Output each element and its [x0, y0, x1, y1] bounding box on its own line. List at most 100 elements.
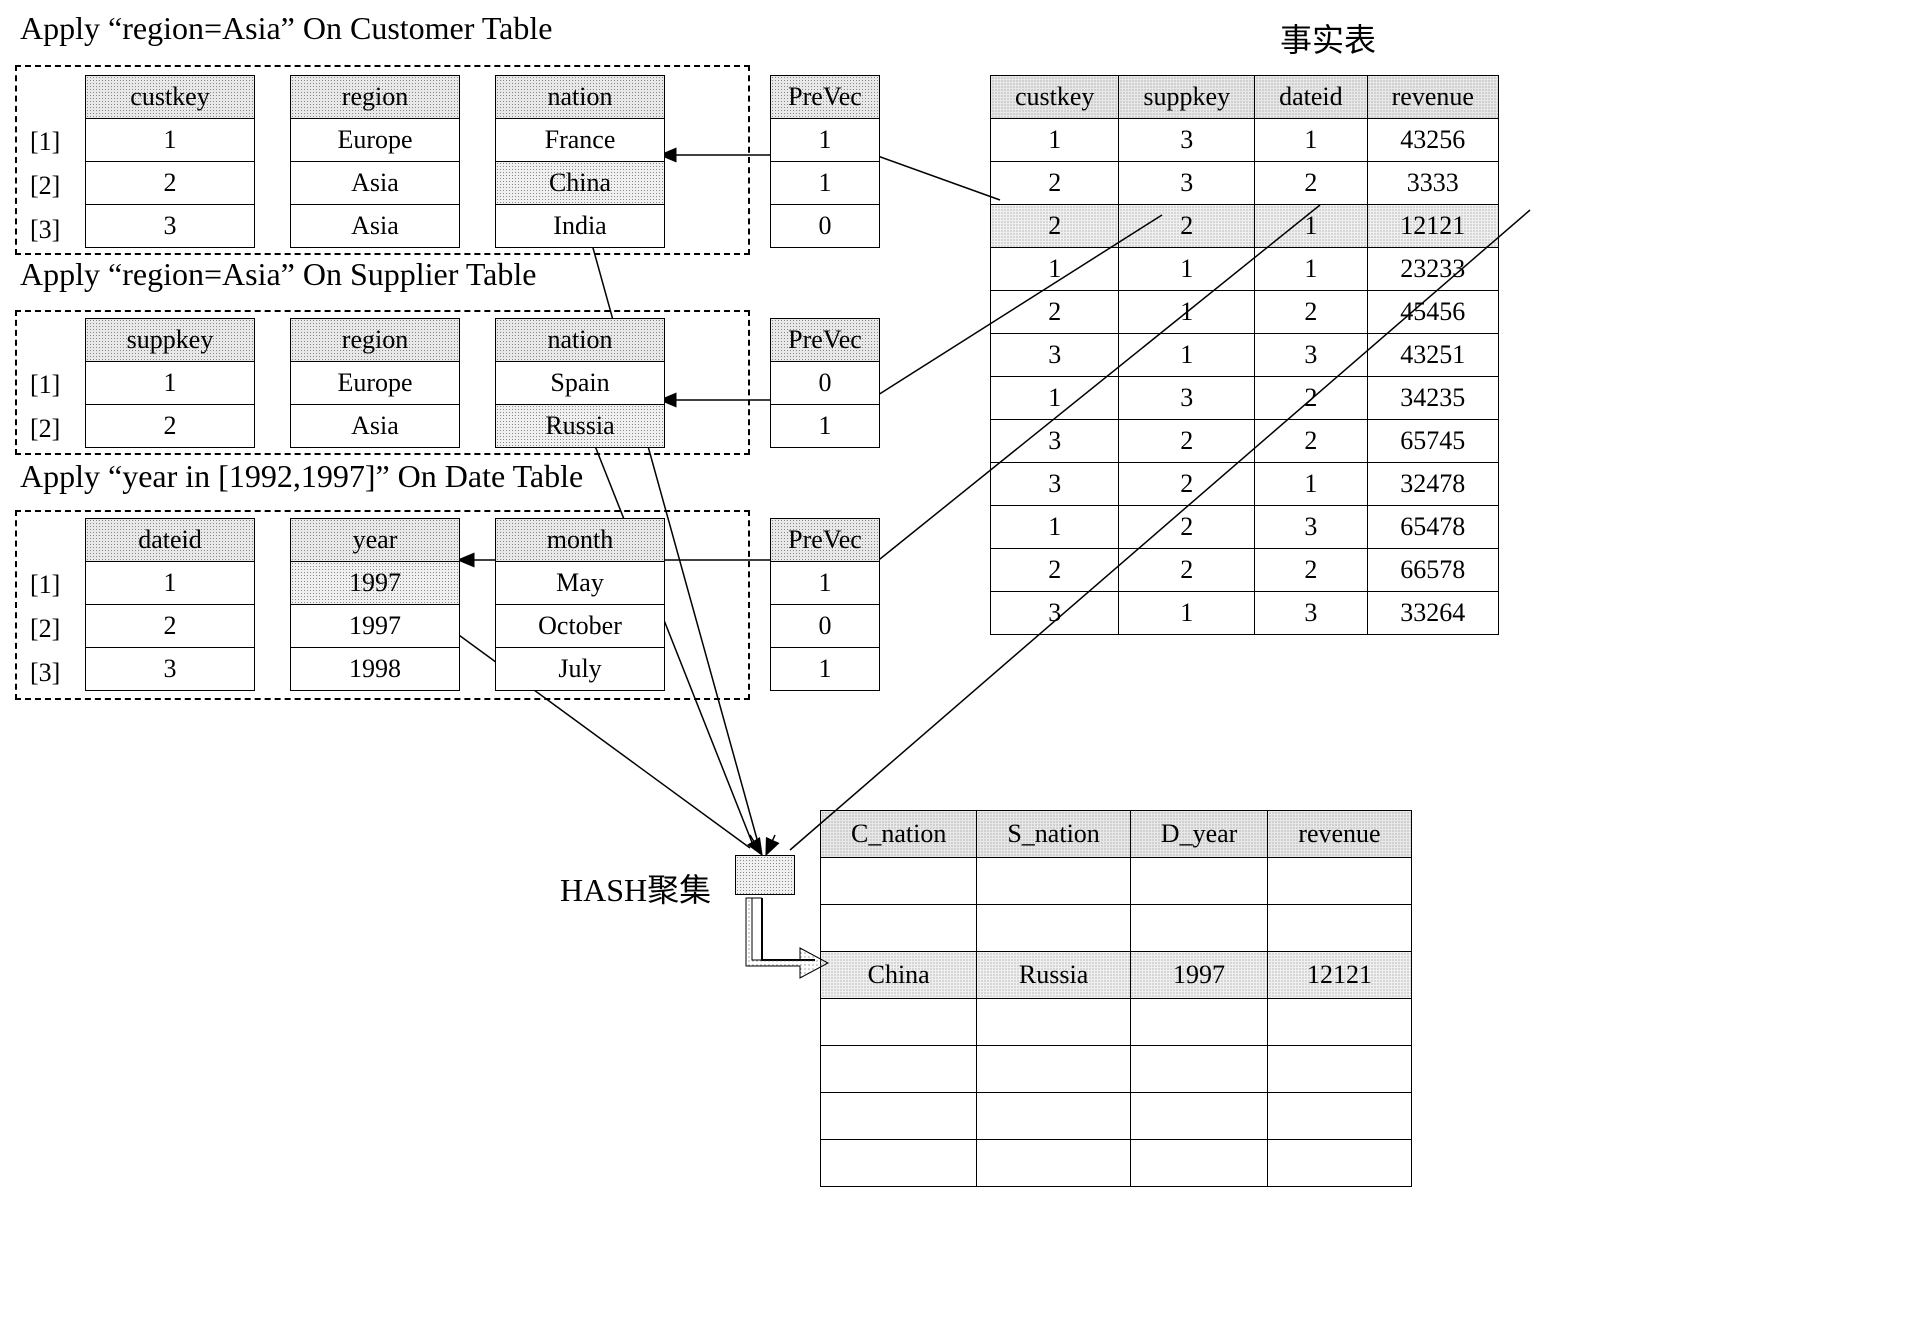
result-cell: [1130, 1093, 1268, 1140]
fact-cell: 2: [1119, 463, 1255, 506]
fact-cell: 3: [1119, 162, 1255, 205]
result-row: [821, 1046, 1412, 1093]
prevec-header: PreVec: [770, 318, 880, 362]
dim-column: dateid123: [85, 518, 255, 691]
dim-cell: Asia: [290, 162, 460, 205]
result-cell: [1268, 1046, 1411, 1093]
fact-cell: 45456: [1367, 291, 1498, 334]
result-cell: [821, 1093, 977, 1140]
fact-cell: 1: [1119, 592, 1255, 635]
dim-cell: October: [495, 605, 665, 648]
dim-column: nationFranceChinaIndia: [495, 75, 665, 248]
dim-column: monthMayOctoberJuly: [495, 518, 665, 691]
fact-cell: 2: [991, 549, 1119, 592]
result-header: D_year: [1130, 811, 1268, 858]
result-cell: [821, 905, 977, 952]
result-cell: [1130, 999, 1268, 1046]
fact-cell: 2: [1255, 291, 1368, 334]
dim-column: nationSpainRussia: [495, 318, 665, 448]
fact-row: 13143256: [991, 119, 1499, 162]
fact-cell: 3: [991, 334, 1119, 377]
row-index: [1]: [30, 127, 60, 157]
prevec-cell: 1: [770, 119, 880, 162]
fact-cell: 3: [1255, 506, 1368, 549]
fact-cell: 12121: [1367, 205, 1498, 248]
prevec-column: PreVec101: [770, 518, 880, 691]
fact-cell: 43251: [1367, 334, 1498, 377]
dim-column: suppkey12: [85, 318, 255, 448]
result-cell: [977, 858, 1130, 905]
fact-row: 22266578: [991, 549, 1499, 592]
fact-cell: 66578: [1367, 549, 1498, 592]
fact-table: custkeysuppkeydateidrevenue1314325623233…: [990, 75, 1499, 635]
dim-cell: 1: [85, 119, 255, 162]
row-index: [2]: [30, 414, 60, 444]
result-row: [821, 1140, 1412, 1187]
fact-cell: 1: [991, 506, 1119, 549]
fact-cell: 3: [991, 592, 1119, 635]
result-cell: 12121: [1268, 952, 1411, 999]
fact-cell: 2: [1255, 162, 1368, 205]
date-title: Apply “year in [1992,1997]” On Date Tabl…: [20, 458, 583, 495]
column-header: custkey: [85, 75, 255, 119]
fact-cell: 1: [991, 119, 1119, 162]
dim-cell: 1: [85, 362, 255, 405]
column-header: nation: [495, 318, 665, 362]
result-cell: Russia: [977, 952, 1130, 999]
dim-cell: Europe: [290, 119, 460, 162]
dim-cell: May: [495, 562, 665, 605]
fact-row: 12365478: [991, 506, 1499, 549]
fact-cell: 2: [991, 291, 1119, 334]
fact-cell: 43256: [1367, 119, 1498, 162]
fact-row: 11123233: [991, 248, 1499, 291]
result-cell: [977, 1140, 1130, 1187]
row-index: [3]: [30, 658, 60, 688]
column-header: region: [290, 318, 460, 362]
fact-title: 事实表: [1280, 15, 1376, 61]
result-cell: [1268, 1093, 1411, 1140]
fact-cell: 1: [1255, 119, 1368, 162]
result-cell: [977, 1046, 1130, 1093]
column-header: year: [290, 518, 460, 562]
result-cell: [1268, 858, 1411, 905]
fact-cell: 1: [991, 248, 1119, 291]
dim-column: custkey123: [85, 75, 255, 248]
result-header: C_nation: [821, 811, 977, 858]
fact-cell: 1: [1119, 291, 1255, 334]
result-cell: China: [821, 952, 977, 999]
result-cell: [1268, 999, 1411, 1046]
dim-cell: India: [495, 205, 665, 248]
fact-cell: 2: [1255, 549, 1368, 592]
column-header: suppkey: [85, 318, 255, 362]
fact-header: dateid: [1255, 76, 1368, 119]
fact-cell: 2: [1119, 420, 1255, 463]
prevec-cell: 1: [770, 562, 880, 605]
fact-row: 22112121: [991, 205, 1499, 248]
result-row: [821, 999, 1412, 1046]
dim-cell: France: [495, 119, 665, 162]
fact-cell: 2: [991, 162, 1119, 205]
result-cell: [1130, 1046, 1268, 1093]
dim-cell: 2: [85, 605, 255, 648]
fact-cell: 1: [1119, 248, 1255, 291]
result-cell: [977, 905, 1130, 952]
fact-row: 31333264: [991, 592, 1499, 635]
result-cell: [821, 999, 977, 1046]
dim-cell: 1997: [290, 605, 460, 648]
result-cell: [821, 1046, 977, 1093]
fact-cell: 23233: [1367, 248, 1498, 291]
fact-cell: 3: [991, 420, 1119, 463]
prevec-header: PreVec: [770, 518, 880, 562]
fact-cell: 2: [1119, 205, 1255, 248]
result-row: [821, 905, 1412, 952]
dim-cell: 2: [85, 162, 255, 205]
supplier-title: Apply “region=Asia” On Supplier Table: [20, 256, 536, 293]
prevec-cell: 0: [770, 362, 880, 405]
fact-cell: 1: [991, 377, 1119, 420]
dim-cell: Europe: [290, 362, 460, 405]
result-row: ChinaRussia199712121: [821, 952, 1412, 999]
customer-title: Apply “region=Asia” On Customer Table: [20, 10, 552, 47]
prevec-cell: 1: [770, 162, 880, 205]
result-cell: [977, 999, 1130, 1046]
result-cell: [1268, 905, 1411, 952]
